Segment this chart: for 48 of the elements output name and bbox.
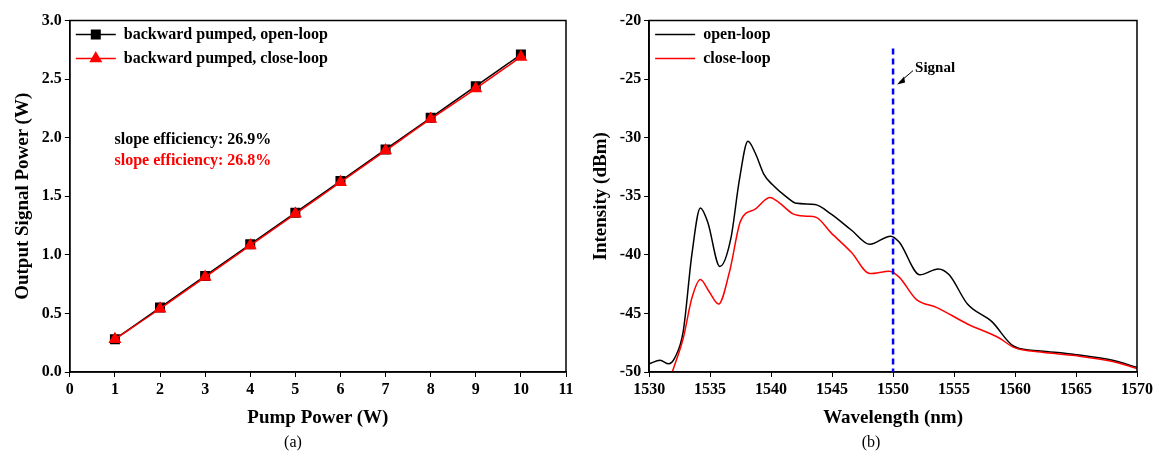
- x-tick-label: 9: [471, 379, 480, 397]
- x-tick-label: 5: [291, 379, 300, 397]
- x-tick-label: 1570: [1121, 379, 1153, 397]
- y-tick-label: 0.5: [41, 303, 62, 321]
- legend-label: backward pumped, open-loop: [123, 24, 328, 43]
- y-tick-label: 0.0: [41, 362, 62, 380]
- text: (a): [283, 433, 303, 451]
- x-tick-label: 3: [201, 379, 210, 397]
- x-tick-label: 7: [381, 379, 390, 397]
- y-tick-label: 1.0: [41, 245, 62, 263]
- x-axis-title: Wavelength (nm): [823, 405, 963, 428]
- y-tick-label: -45: [619, 303, 642, 321]
- x-tick-label: 1560: [999, 379, 1032, 397]
- annotation: slope efficiency: 26.9%: [114, 130, 272, 149]
- y-tick-label: -40: [619, 245, 642, 263]
- x-tick-label: 1540: [755, 379, 788, 397]
- y-tick-label: 2.0: [41, 127, 62, 145]
- annotation: slope efficiency: 26.8%: [114, 151, 272, 170]
- x-tick-label: 1535: [694, 379, 727, 397]
- y-tick-label: -50: [619, 362, 642, 380]
- y-axis-title: Output Signal Power (W): [11, 92, 34, 300]
- x-tick-label: 1: [110, 379, 119, 397]
- x-tick-label: 0: [65, 379, 74, 397]
- y-tick-label: 1.5: [41, 186, 62, 204]
- x-tick-label: 1565: [1060, 379, 1093, 397]
- x-tick-label: 10: [512, 379, 529, 397]
- x-tick-label: 2: [156, 379, 165, 397]
- y-tick-label: -25: [619, 69, 642, 87]
- legend-label: open-loop: [703, 24, 771, 43]
- x-tick-label: 8: [426, 379, 435, 397]
- x-tick-label: 11: [558, 379, 574, 397]
- y-tick-label: 3.0: [41, 10, 62, 28]
- x-tick-label: 1550: [877, 379, 910, 397]
- x-tick-label: 4: [246, 379, 255, 397]
- x-tick-label: 1530: [633, 379, 666, 397]
- x-tick-label: 1545: [816, 379, 849, 397]
- y-tick-label: -35: [619, 186, 642, 204]
- legend-label: close-loop: [703, 48, 771, 67]
- x-tick-label: 1555: [938, 379, 971, 397]
- y-axis-title: Intensity (dBm): [589, 132, 612, 261]
- y-tick-label: -20: [619, 10, 642, 28]
- y-tick-label: -30: [619, 127, 642, 145]
- text: (b): [860, 433, 882, 451]
- x-axis-title: Pump Power (W): [247, 405, 389, 428]
- legend-label: backward pumped, close-loop: [123, 48, 328, 67]
- y-tick-label: 2.5: [41, 69, 62, 87]
- ref-line-label: Signal: [915, 59, 956, 76]
- x-tick-label: 6: [336, 379, 345, 397]
